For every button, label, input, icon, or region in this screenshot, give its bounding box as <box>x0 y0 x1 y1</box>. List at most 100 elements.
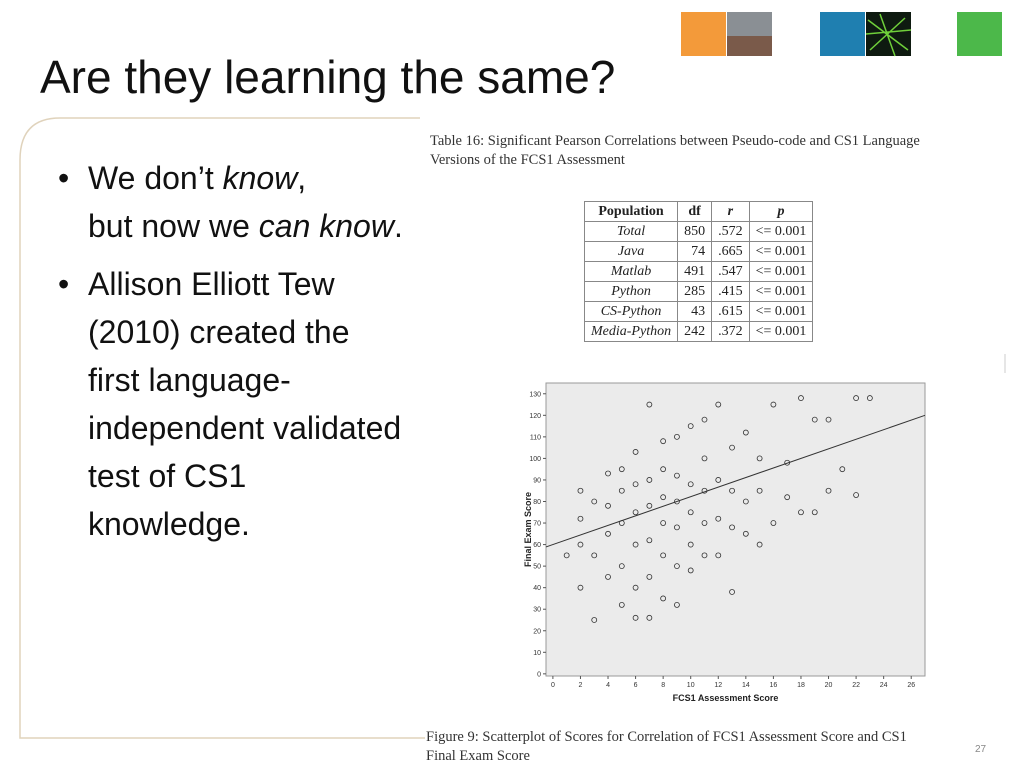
bullet-line: (2010) created the <box>88 314 350 350</box>
point <box>591 498 598 505</box>
point <box>577 515 584 522</box>
point <box>729 589 735 595</box>
point <box>660 520 667 526</box>
trend-line <box>545 414 926 548</box>
point <box>825 416 832 423</box>
table-wrap: Population df r p Total 850.572 <= 0.001 Java 74… <box>583 201 814 342</box>
y-tick-label: 50 <box>533 564 541 571</box>
point <box>563 552 570 559</box>
point <box>660 466 667 473</box>
point <box>605 502 611 509</box>
cell: Total <box>583 221 679 242</box>
y-tick-label: 60 <box>533 542 541 549</box>
caption-line: Table 16: Significant Pearson Correlatio… <box>430 133 920 149</box>
point <box>839 466 846 473</box>
point <box>605 470 611 477</box>
x-tick-label: 4 <box>606 682 610 689</box>
point <box>591 552 598 559</box>
y-tick-label: 100 <box>529 456 541 463</box>
y-tick-label: 20 <box>533 628 541 635</box>
point <box>798 509 804 516</box>
frame <box>19 117 425 739</box>
cell: .615 <box>711 301 750 322</box>
cell: 43 <box>677 301 713 322</box>
point <box>701 520 708 526</box>
tile-photo-bottom <box>727 36 772 56</box>
cell: <= 0.001 <box>748 281 814 302</box>
point <box>632 614 639 621</box>
cell: 850 <box>677 221 713 242</box>
point <box>687 567 694 574</box>
cell: <= 0.001 <box>748 241 814 262</box>
y-tick-label: 40 <box>533 585 541 592</box>
cell: <= 0.001 <box>748 221 814 242</box>
cell: Python <box>583 281 679 302</box>
bullet-line: but now we can know. <box>88 202 403 250</box>
point <box>687 541 694 548</box>
point <box>646 614 653 621</box>
caption-line: Final Exam Score <box>426 748 530 764</box>
point <box>674 433 680 440</box>
cell: <= 0.001 <box>748 261 814 282</box>
x-tick-label: 12 <box>714 682 722 689</box>
cell: .415 <box>711 281 750 302</box>
point <box>756 455 763 462</box>
cell: Java <box>583 241 679 262</box>
network-lines <box>865 13 912 57</box>
point <box>701 455 708 462</box>
bullet-dot: • <box>58 266 70 302</box>
page-number: 27 <box>975 744 987 755</box>
table-row: Java 74.665 <= 0.001 <box>583 241 814 262</box>
bullet: • Allison Elliott Tew (2010) created the f… <box>58 260 401 548</box>
cell: 242 <box>677 321 713 342</box>
bullet-dot: • <box>58 160 70 196</box>
point <box>660 595 667 602</box>
cell: CS-Python <box>583 301 679 322</box>
point <box>811 416 818 423</box>
header-cell: p <box>748 201 814 222</box>
x-tick-label: 0 <box>551 682 555 689</box>
cell: 74 <box>677 241 713 262</box>
bullet-line: test of CS1 <box>88 458 247 494</box>
point <box>784 494 791 501</box>
text: . <box>393 208 403 244</box>
point <box>701 552 708 559</box>
x-tick-label: 14 <box>742 682 750 689</box>
cell: .572 <box>711 221 750 242</box>
figure-caption: Figure 9: Scatterplot of Scores for Corr… <box>426 728 907 766</box>
table-row: Python 285.415 <= 0.001 <box>583 281 814 302</box>
point <box>577 541 584 548</box>
point <box>632 481 639 488</box>
point <box>701 416 708 423</box>
point <box>729 487 735 494</box>
y-tick-label: 10 <box>533 650 541 657</box>
point <box>742 530 749 537</box>
point <box>605 573 611 580</box>
point <box>646 401 653 408</box>
point <box>770 520 777 526</box>
header-cell: df <box>677 201 713 222</box>
slide-title: Are they learning the same? <box>40 51 616 103</box>
point <box>577 584 584 591</box>
x-tick-label: 6 <box>634 682 638 689</box>
x-tick-label: 20 <box>825 682 833 689</box>
y-tick-label: 80 <box>533 499 541 506</box>
point <box>770 401 777 408</box>
y-tick-label: 0 <box>537 671 541 678</box>
point <box>687 509 694 516</box>
point <box>632 541 639 548</box>
point <box>715 552 722 559</box>
bullet-line: independent validated <box>88 410 402 446</box>
point <box>825 487 832 494</box>
y-tick-label: 110 <box>530 434 541 441</box>
cell: .372 <box>711 321 750 342</box>
text: We don’t <box>88 160 223 196</box>
point <box>674 472 680 479</box>
table-row: Media-Python 242.372 <= 0.001 <box>583 321 814 342</box>
point <box>646 502 653 509</box>
point <box>660 552 667 559</box>
bullet-line: We don’t know, <box>88 154 403 202</box>
point <box>687 481 694 488</box>
